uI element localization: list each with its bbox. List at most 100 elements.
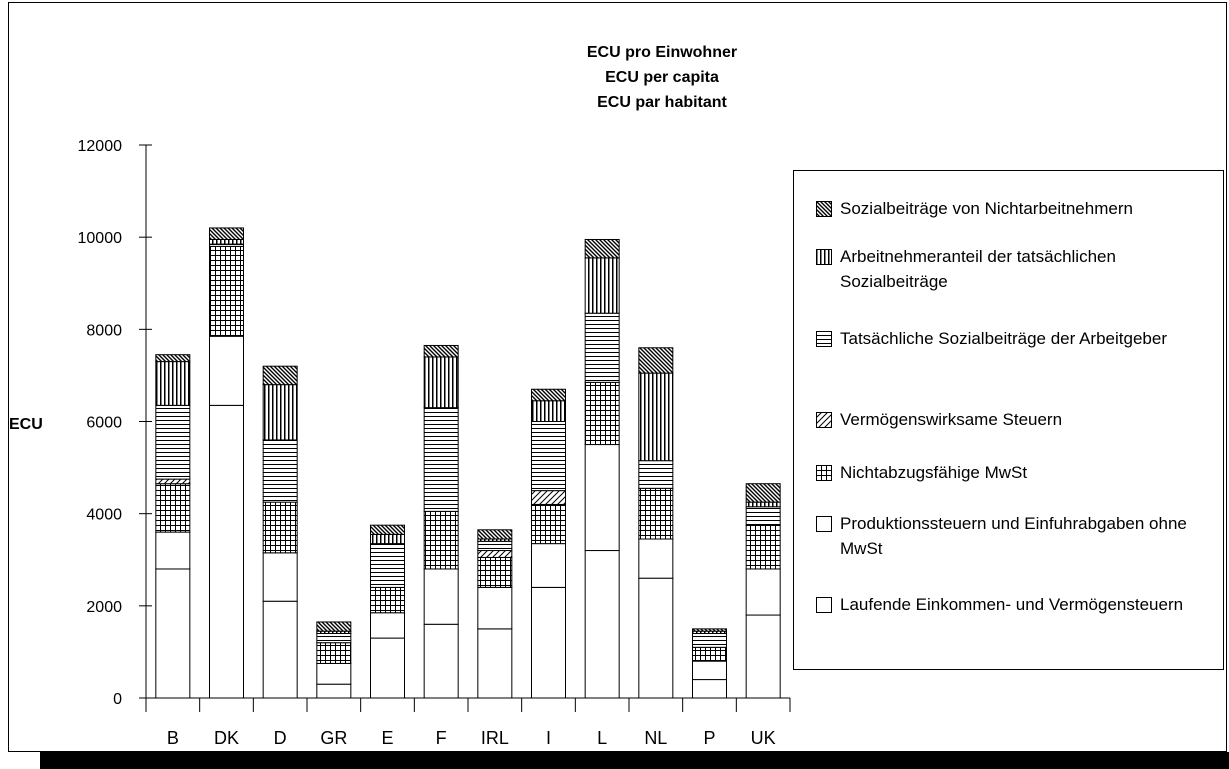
y-tick-label: 4000 (86, 507, 122, 524)
bar-stack-b (155, 354, 191, 699)
bar-segment-d-sozialbeitrage-von-nichtarbeitnehmern (262, 365, 298, 386)
legend-label: Tatsächliche Sozialbeiträge der Arbeitge… (840, 329, 1167, 348)
bar-segment-e-arbeitnehmeranteil-der-tatsachlichen-sozialbeitrage (370, 533, 405, 545)
bar-segment-d-arbeitnehmeranteil-der-tatsachlichen-sozialbeitrage (262, 384, 298, 441)
bar-segment-gr-sozialbeitrage-von-nichtarbeitnehmern (316, 621, 352, 632)
bar-segment-f-produktionssteuern-und-einfuhrabgaben-ohne-mwst (423, 568, 459, 625)
x-tick-label-uk: UK (751, 728, 776, 748)
legend-swatch (816, 465, 832, 481)
bar-segment-i-sozialbeitrage-von-nichtarbeitnehmern (531, 388, 566, 402)
x-tick-label-p: P (703, 728, 715, 748)
bar-segment-irl-produktionssteuern-und-einfuhrabgaben-ohne-mwst (477, 586, 513, 630)
legend-item-vermogenswirksame-steuern: Vermögenswirksame Steuern (816, 410, 1210, 432)
bar-segment-d-laufende-einkommen-und-vermogensteuern (262, 600, 298, 699)
y-tick-label: 6000 (86, 415, 122, 432)
bar-segment-e-nichtabzugsfahige-mwst (370, 586, 405, 614)
legend-swatch-fill (816, 331, 832, 347)
bar-segment-f-nichtabzugsfahige-mwst (423, 510, 459, 570)
bar-segment-p-sozialbeitrage-von-nichtarbeitnehmern (692, 628, 727, 632)
bar-segment-p-tatsachliche-sozialbeitrage-der-arbeitgeber (692, 632, 727, 648)
x-tick-label-d: D (274, 728, 287, 748)
bar-segment-b-vermogenswirksame-steuern (155, 478, 191, 485)
bar-segment-b-nichtabzugsfahige-mwst (155, 483, 191, 533)
bar-segment-l-sozialbeitrage-von-nichtarbeitnehmern (584, 238, 620, 259)
legend-label: Produktionssteuern und Einfuhrabgaben oh… (840, 514, 1187, 558)
legend-swatch (816, 516, 832, 532)
chart-title-line-3: ECU par habitant (597, 94, 727, 111)
legend-swatch (816, 331, 832, 347)
bar-stacks (155, 227, 781, 699)
bar-segment-e-produktionssteuern-und-einfuhrabgaben-ohne-mwst (370, 612, 405, 639)
bar-segment-i-arbeitnehmeranteil-der-tatsachlichen-sozialbeitrage (531, 400, 566, 423)
y-tick-label: 12000 (78, 138, 123, 155)
legend-swatch (816, 249, 832, 265)
bar-segment-b-tatsachliche-sozialbeitrage-der-arbeitgeber (155, 404, 191, 480)
bar-segment-l-nichtabzugsfahige-mwst (584, 381, 620, 446)
bar-stack-l (584, 238, 620, 699)
bar-segment-uk-laufende-einkommen-und-vermogensteuern (745, 614, 781, 699)
bar-segment-l-laufende-einkommen-und-vermogensteuern (584, 550, 620, 699)
legend-label: Arbeitnehmeranteil der tatsächlichen Soz… (840, 247, 1116, 291)
bar-segment-b-produktionssteuern-und-einfuhrabgaben-ohne-mwst (155, 531, 191, 570)
bar-segment-i-nichtabzugsfahige-mwst (531, 503, 566, 545)
legend-swatch (816, 201, 832, 217)
legend-swatch-fill (816, 201, 832, 217)
bar-segment-dk-nichtabzugsfahige-mwst (209, 245, 244, 337)
bar-segment-b-sozialbeitrage-von-nichtarbeitnehmern (155, 354, 191, 363)
legend-item-arbeitnehmeranteil-der-tatsachlichen-sozialbeitrage: Arbeitnehmeranteil der tatsächlichen Soz… (816, 247, 1210, 294)
bar-segment-f-sozialbeitrage-von-nichtarbeitnehmern (423, 344, 459, 358)
legend-label: Sozialbeiträge von Nichtarbeitnehmern (840, 199, 1133, 218)
legend-item-produktionssteuern-und-einfuhrabgaben-ohne-mwst: Produktionssteuern und Einfuhrabgaben oh… (816, 514, 1210, 561)
y-axis: 0 2000 4000 6000 8000 10000 12000 (78, 138, 152, 712)
bar-stack-dk (209, 227, 244, 699)
legend-swatch-fill (816, 465, 832, 481)
bar-segment-gr-laufende-einkommen-und-vermogensteuern (316, 683, 352, 699)
legend-swatch-fill (816, 249, 832, 265)
y-tick-label: 0 (113, 691, 122, 708)
x-tick-label-nl: NL (644, 728, 667, 748)
bar-stack-i (531, 388, 566, 699)
bar-segment-irl-tatsachliche-sozialbeitrage-der-arbeitgeber (477, 540, 513, 552)
bar-stack-d (262, 365, 298, 699)
legend-item-tatsachliche-sozialbeitrage-der-arbeitgeber: Tatsächliche Sozialbeiträge der Arbeitge… (816, 329, 1210, 351)
bar-segment-l-arbeitnehmeranteil-der-tatsachlichen-sozialbeitrage (584, 257, 620, 314)
bar-segment-e-tatsachliche-sozialbeitrage-der-arbeitgeber (370, 543, 405, 588)
bar-segment-f-tatsachliche-sozialbeitrage-der-arbeitgeber (423, 407, 459, 512)
bar-segment-dk-laufende-einkommen-und-vermogensteuern (209, 404, 244, 699)
bar-segment-i-produktionssteuern-und-einfuhrabgaben-ohne-mwst (531, 543, 566, 588)
bottom-shadow-bar (40, 752, 1229, 769)
x-tick-label-gr: GR (320, 728, 347, 748)
legend-label: Vermögenswirksame Steuern (840, 410, 1063, 429)
bar-segment-dk-produktionssteuern-und-einfuhrabgaben-ohne-mwst (209, 335, 244, 406)
bar-segment-irl-sozialbeitrage-von-nichtarbeitnehmern (477, 529, 513, 540)
bar-segment-p-laufende-einkommen-und-vermogensteuern (692, 679, 727, 699)
bar-segment-d-nichtabzugsfahige-mwst (262, 501, 298, 554)
legend-label: Nichtabzugsfähige MwSt (840, 463, 1028, 482)
legend: Sozialbeiträge von Nichtarbeitnehmern Arb… (793, 170, 1224, 670)
legend-label: Laufende Einkommen- und Vermögensteuern (840, 595, 1184, 614)
bar-stack-nl (638, 347, 674, 699)
y-tick-label: 8000 (86, 322, 122, 339)
bar-segment-uk-produktionssteuern-und-einfuhrabgaben-ohne-mwst (745, 568, 781, 616)
bar-segment-f-arbeitnehmeranteil-der-tatsachlichen-sozialbeitrage (423, 356, 459, 409)
chart-title-line-1: ECU pro Einwohner (587, 44, 737, 61)
bar-segment-p-nichtabzugsfahige-mwst (692, 646, 727, 662)
bar-segment-gr-tatsachliche-sozialbeitrage-der-arbeitgeber (316, 632, 352, 644)
bar-stack-gr (316, 621, 352, 699)
bar-segment-dk-arbeitnehmeranteil-der-tatsachlichen-sozialbeitrage (209, 238, 244, 245)
bar-segment-uk-arbeitnehmeranteil-der-tatsachlichen-sozialbeitrage (745, 501, 781, 508)
bar-segment-d-produktionssteuern-und-einfuhrabgaben-ohne-mwst (262, 552, 298, 602)
chart-title-line-2: ECU per capita (605, 69, 719, 86)
x-tick-label-e: E (381, 728, 393, 748)
x-tick-label-f: F (436, 728, 447, 748)
bar-segment-gr-produktionssteuern-und-einfuhrabgaben-ohne-mwst (316, 662, 352, 685)
bar-segment-e-sozialbeitrage-von-nichtarbeitnehmern (370, 524, 405, 535)
bar-segment-i-tatsachliche-sozialbeitrage-der-arbeitgeber (531, 421, 566, 492)
legend-swatch-fill (816, 516, 832, 532)
bar-segment-nl-laufende-einkommen-und-vermogensteuern (638, 577, 674, 699)
bar-stack-irl (477, 529, 513, 699)
legend-swatch-fill (816, 412, 832, 428)
bar-segment-dk-sozialbeitrage-von-nichtarbeitnehmern (209, 227, 244, 240)
bar-stack-e (370, 524, 405, 699)
bar-segment-l-tatsachliche-sozialbeitrage-der-arbeitgeber (584, 312, 620, 383)
